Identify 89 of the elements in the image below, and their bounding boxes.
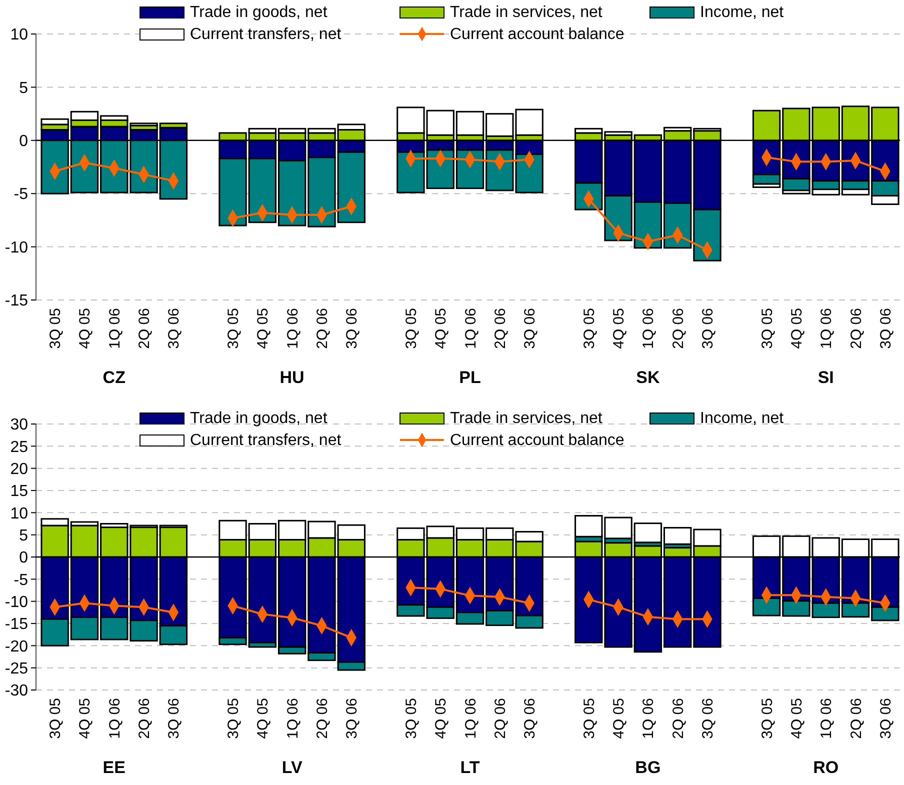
legend-label: Current account balance <box>450 26 624 43</box>
x-tick-label: 3Q 05 <box>225 698 242 739</box>
y-tick-label: 10 <box>10 26 28 44</box>
x-tick-label: 3Q 05 <box>47 308 64 349</box>
x-tick-label: 3Q 05 <box>758 698 776 739</box>
x-tick-label: 1Q 06 <box>106 308 124 349</box>
y-tick-label: 5 <box>19 80 28 97</box>
x-tick-label: 4Q 05 <box>76 698 94 739</box>
text: LT <box>460 758 480 777</box>
x-tick-label: 1Q 06 <box>640 698 658 739</box>
x-tick-label: 2Q 06 <box>136 698 154 739</box>
x-tick-label: 4Q 05 <box>432 698 450 739</box>
x-tick-label: 3Q 06 <box>522 698 539 739</box>
x-tick-label: 4Q 05 <box>432 308 450 349</box>
text: SK <box>636 368 660 387</box>
x-tick-label: 1Q 06 <box>818 308 836 349</box>
text: LV <box>282 758 303 777</box>
y-tick-label: 20 <box>10 460 28 478</box>
text: BG <box>635 758 661 777</box>
x-tick-label: 3Q 06 <box>877 698 894 739</box>
y-tick-label: -20 <box>4 638 28 656</box>
x-tick-label: 2Q 06 <box>848 698 865 739</box>
y-tick-label: 15 <box>10 483 28 500</box>
x-tick-label: 2Q 06 <box>848 308 865 349</box>
legend-label: Trade in goods, net <box>190 4 328 21</box>
y-tick-label: -10 <box>4 239 28 256</box>
x-tick-label: 3Q 05 <box>47 698 64 739</box>
legend-label: Current transfers, net <box>190 432 342 449</box>
x-tick-label: 3Q 06 <box>699 698 716 739</box>
y-tick-label: 10 <box>10 505 28 522</box>
y-tick-label: -30 <box>4 682 28 700</box>
x-tick-label: 2Q 06 <box>670 698 687 739</box>
x-tick-label: 1Q 06 <box>106 698 124 739</box>
x-tick-label: 3Q 05 <box>580 698 598 739</box>
text: PL <box>459 368 481 387</box>
y-tick-label: -25 <box>4 660 28 678</box>
x-tick-label: 3Q 06 <box>877 308 894 349</box>
y-tick-label: 25 <box>10 438 28 456</box>
x-tick-label: 3Q 06 <box>699 308 716 349</box>
x-tick-label: 1Q 06 <box>640 308 658 349</box>
x-tick-label: 3Q 06 <box>522 308 539 349</box>
x-tick-label: 1Q 06 <box>284 308 302 349</box>
text: EE <box>102 758 126 777</box>
legend-label: Current account balance <box>450 432 624 449</box>
y-tick-label: -5 <box>14 186 28 204</box>
x-tick-label: 4Q 05 <box>610 698 628 739</box>
x-tick-label: 3Q 05 <box>225 308 242 349</box>
text: HU <box>280 368 304 387</box>
x-tick-label: 3Q 05 <box>402 698 420 739</box>
legend-label: Trade in services, net <box>450 410 603 427</box>
legend-label: Income, net <box>700 4 784 21</box>
legend-label: Current transfers, net <box>190 26 342 43</box>
x-tick-label: 4Q 05 <box>610 308 628 349</box>
y-tick-label: 30 <box>10 416 28 434</box>
x-tick-label: 4Q 05 <box>788 698 806 739</box>
x-tick-label: 4Q 05 <box>76 308 94 349</box>
x-tick-label: 2Q 06 <box>670 308 687 349</box>
y-tick-label: 5 <box>19 527 28 544</box>
x-tick-label: 2Q 06 <box>492 308 509 349</box>
x-tick-label: 3Q 05 <box>580 308 598 349</box>
y-tick-label: 0 <box>19 550 28 567</box>
x-tick-label: 3Q 05 <box>402 308 420 349</box>
x-tick-label: 4Q 05 <box>788 308 806 349</box>
x-tick-label: 3Q 05 <box>758 308 776 349</box>
legend-label: Income, net <box>700 410 784 427</box>
x-tick-label: 3Q 06 <box>166 308 183 349</box>
x-tick-label: 1Q 06 <box>462 698 480 739</box>
x-tick-label: 4Q 05 <box>254 698 272 739</box>
legend-label: Trade in services, net <box>450 4 603 21</box>
x-tick-label: 1Q 06 <box>818 698 836 739</box>
x-tick-label: 2Q 06 <box>314 308 331 349</box>
x-tick-label: 2Q 06 <box>492 698 509 739</box>
y-tick-label: -5 <box>14 572 28 589</box>
x-tick-label: 2Q 06 <box>136 308 154 349</box>
text: CZ <box>102 368 126 387</box>
y-tick-label: -10 <box>4 594 28 611</box>
x-tick-label: 1Q 06 <box>284 698 302 739</box>
text: RO <box>813 758 839 777</box>
y-tick-label: -15 <box>4 616 28 634</box>
text: SI <box>818 368 834 387</box>
legend-label: Trade in goods, net <box>190 410 328 427</box>
x-tick-label: 3Q 06 <box>344 698 361 739</box>
y-tick-label: -15 <box>4 292 28 310</box>
x-tick-label: 2Q 06 <box>314 698 331 739</box>
y-tick-label: 0 <box>19 133 28 150</box>
x-tick-label: 1Q 06 <box>462 308 480 349</box>
x-tick-label: 4Q 05 <box>254 308 272 349</box>
x-tick-label: 3Q 06 <box>166 698 183 739</box>
x-tick-label: 3Q 06 <box>344 308 361 349</box>
